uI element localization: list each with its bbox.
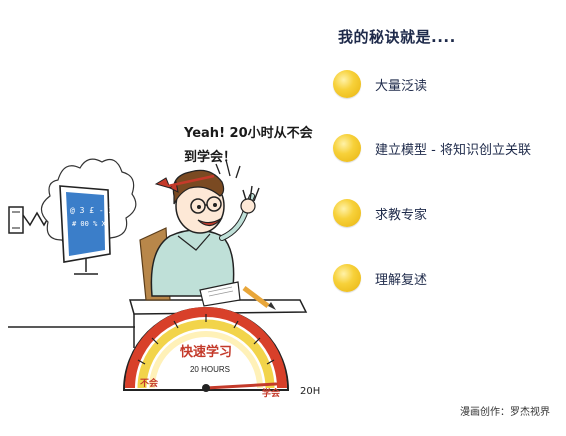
tip-label: 大量泛读 [375,78,428,94]
monitor-icon: @ 3 £ - Z # 00 % X X [59,185,115,275]
student-figure [150,159,260,297]
gauge-needle [204,382,278,390]
yellow-dot-icon [333,134,361,162]
gauge-title: 快速学习 [180,344,232,360]
speech-line-1: Yeah! 20小时从不会 [184,126,313,141]
monitor-text-1: @ 3 £ - Z [70,206,114,215]
gauge-left-label: 不会 [140,377,159,389]
gauge-end-label: 20H [300,386,320,397]
tip-label: 求教专家 [375,207,428,223]
tip-item: 求教专家 [333,196,427,230]
monitor-text-2: # 00 % X X [72,220,115,228]
speech-line-2: 到学会！ [184,150,237,165]
tip-item: 大量泛读 [333,67,427,101]
tip-label: 理解复述 [375,272,428,288]
credit-text: 漫画创作：罗杰视界 [460,407,550,418]
learning-speed-gauge: 快速学习 20 HOURS 不会 学会 20H [122,307,320,399]
yellow-dot-icon [333,264,361,292]
gauge-right-label: 学会 [262,387,281,399]
speech-text: Yeah! 20小时从不会 到学会！ [184,122,313,170]
tip-item: 理解复述 [333,261,427,295]
yellow-dot-icon [333,70,361,98]
yellow-dot-icon [333,199,361,227]
tip-item: 建立模型 - 将知识创立关联 [333,131,531,165]
open-book [199,281,241,307]
panel-title: 我的秘诀就是.... [338,28,456,46]
tip-label: 建立模型 - 将知识创立关联 [375,142,531,158]
pencil-icon [242,286,276,310]
gauge-hours-label: 20 HOURS [190,365,230,374]
